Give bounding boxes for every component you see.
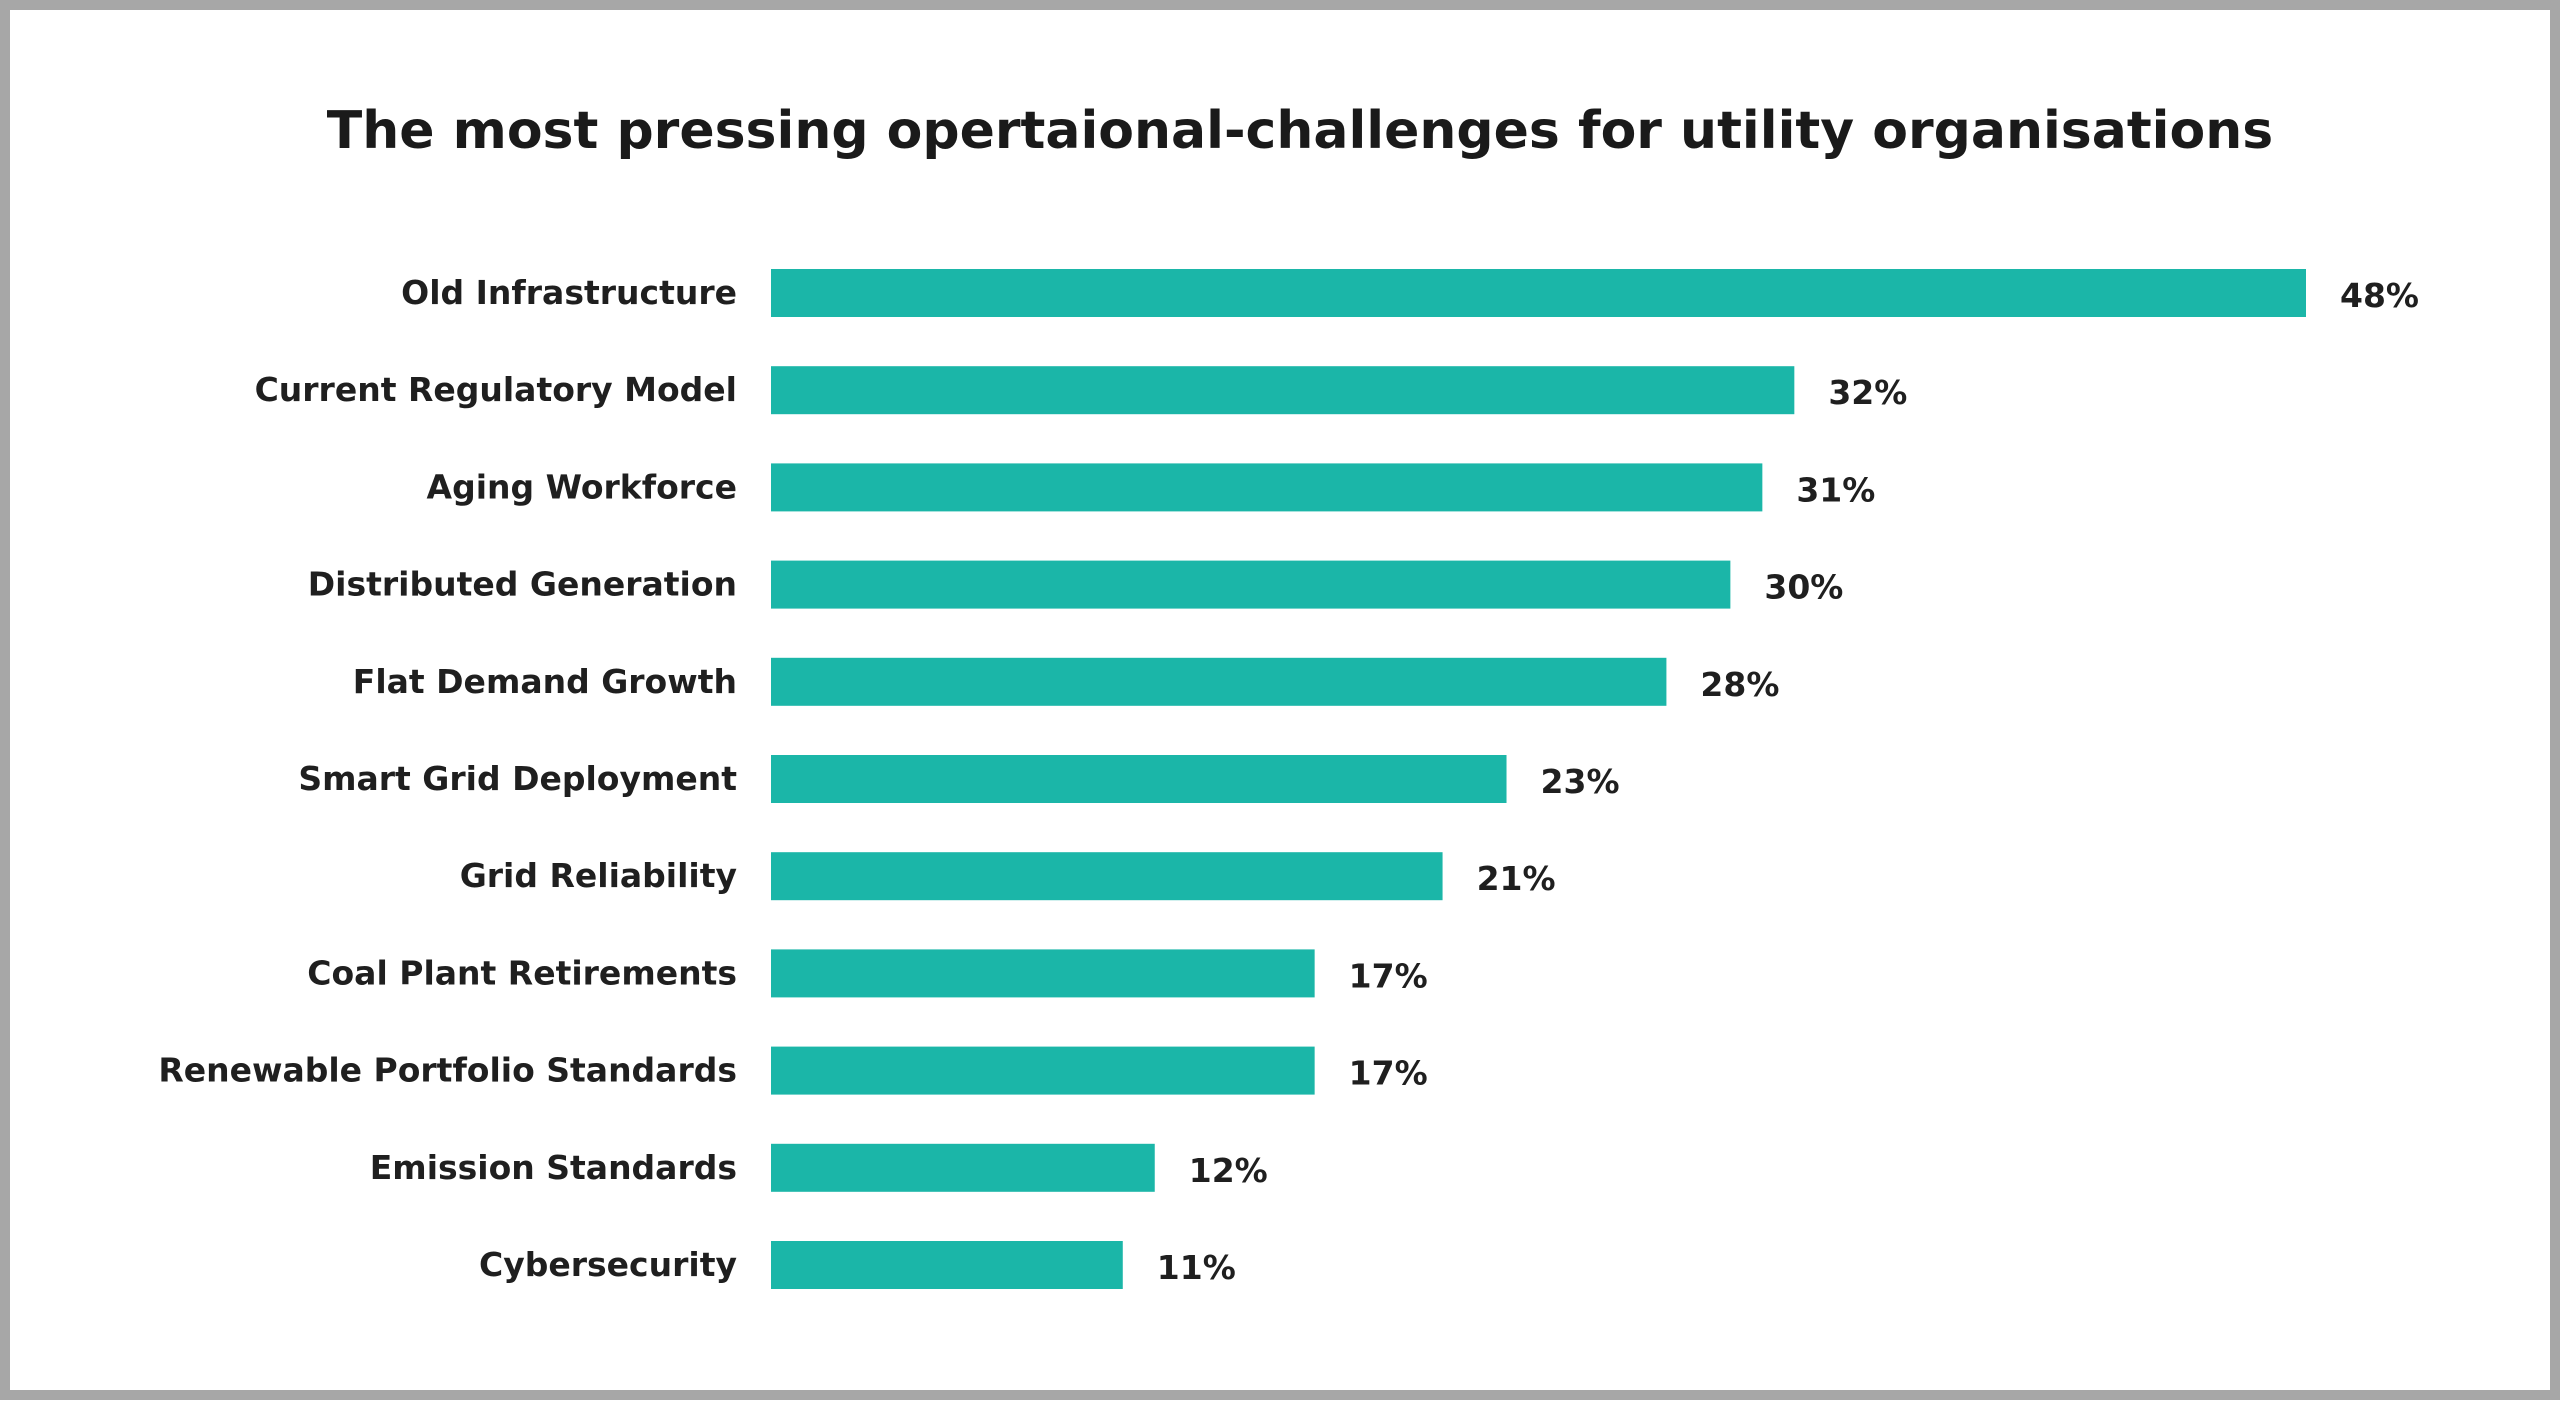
chart-title: The most pressing opertaional-challenges…	[327, 101, 2273, 161]
value-label: 23%	[1541, 762, 1620, 801]
bar	[771, 1241, 1123, 1289]
bar	[771, 463, 1763, 512]
category-label: Smart Grid Deployment	[298, 759, 737, 798]
bar-chart: The most pressing opertaional-challenges…	[158, 101, 2419, 1289]
category-label: Cybersecurity	[479, 1245, 737, 1284]
bar	[771, 1046, 1315, 1095]
value-label: 17%	[1349, 1054, 1428, 1093]
bar	[771, 366, 1795, 415]
bars-group: Old Infrastructure 48% Current Regulatory …	[158, 269, 2419, 1289]
bar	[771, 657, 1667, 706]
bar	[771, 755, 1507, 803]
category-label: Renewable Portfolio Standards	[158, 1051, 737, 1090]
category-label: Coal Plant Retirements	[307, 953, 737, 992]
value-label: 32%	[1828, 373, 1907, 412]
bar	[771, 949, 1315, 998]
value-label: 11%	[1157, 1248, 1236, 1287]
bar	[771, 269, 2306, 317]
category-label: Grid Reliability	[460, 856, 737, 895]
value-label: 12%	[1189, 1151, 1268, 1190]
bar	[771, 1143, 1155, 1192]
value-label: 31%	[1796, 470, 1875, 509]
bar	[771, 852, 1443, 901]
category-label: Current Regulatory Model	[255, 370, 737, 409]
value-label: 30%	[1764, 568, 1843, 607]
category-label: Aging Workforce	[427, 467, 737, 506]
value-label: 21%	[1477, 859, 1556, 898]
category-label: Emission Standards	[370, 1148, 737, 1187]
bar	[771, 560, 1731, 609]
category-label: Old Infrastructure	[401, 273, 737, 312]
category-label: Flat Demand Growth	[353, 662, 737, 701]
category-label: Distributed Generation	[308, 565, 737, 604]
value-label: 28%	[1700, 665, 1779, 704]
value-label: 48%	[2340, 276, 2419, 315]
value-label: 17%	[1349, 956, 1428, 995]
